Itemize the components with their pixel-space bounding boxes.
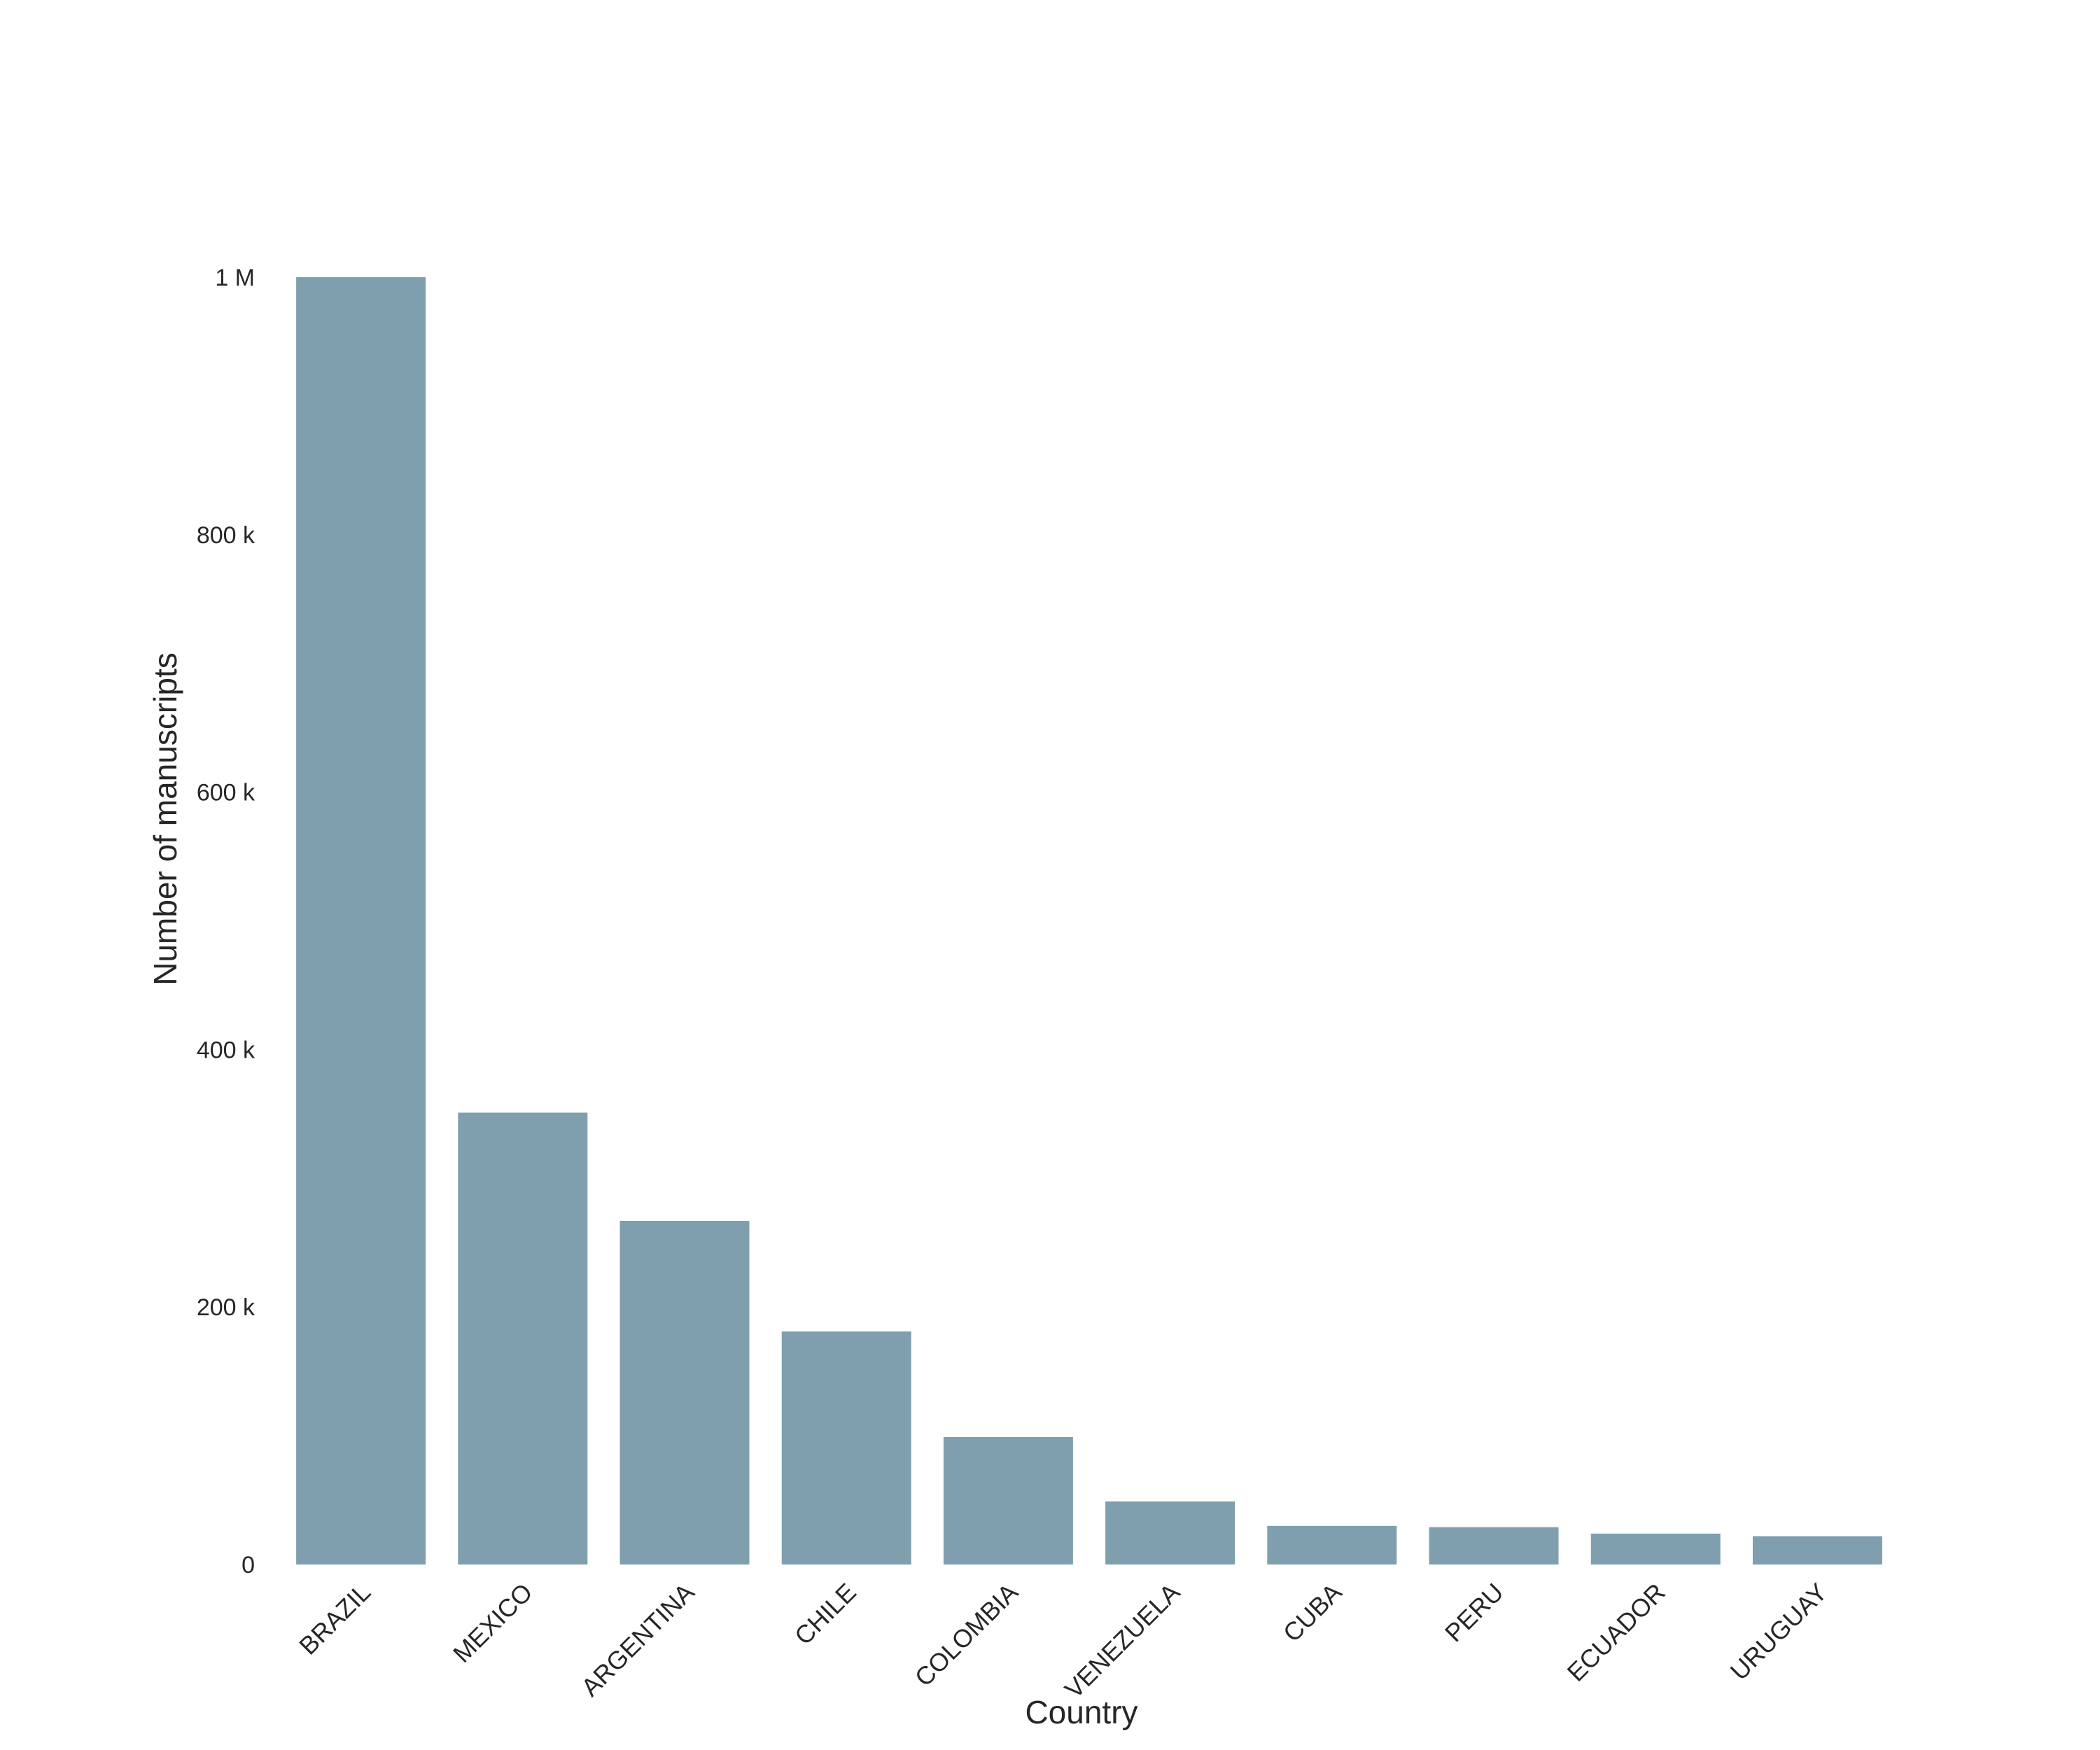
x-tick-label-brazil: BRAZIL [293,1578,376,1660]
x-tick-label-ecuador: ECUADOR [1562,1578,1671,1687]
bar-brazil [296,277,426,1564]
bar-chile [781,1331,911,1564]
x-tick-label-mexico: MEXICO [447,1578,538,1668]
y-tick-label: 600 k [197,780,255,806]
x-tick-label-chile: CHILE [789,1578,862,1651]
bar-cuba [1267,1525,1397,1564]
bar-venezuela [1105,1501,1236,1564]
x-tick-label-venezuela: VENEZUELA [1059,1578,1185,1704]
x-tick-label-argentina: ARGENTINA [575,1578,700,1702]
y-tick-label: 400 k [197,1037,255,1063]
x-axis-label: Country [1025,1694,1138,1730]
x-tick-label-cuba: CUBA [1278,1578,1348,1648]
x-tick-label-peru: PERU [1439,1578,1509,1648]
bars-group [296,277,1882,1564]
x-tick-label-uruguay: URUGUAY [1725,1578,1833,1686]
x-tick-label-colombia: COLOMBIA [909,1578,1023,1692]
x-axis-ticks: BRAZIL MEXICO ARGENTINA CHILE COLOMBIA VENEZU… [293,1578,1833,1704]
y-tick-label: 0 [241,1552,255,1578]
bar-mexico [458,1112,588,1564]
y-axis-ticks: 0 200 k 400 k 600 k 800 k 1 M [197,265,255,1578]
bar-colombia [943,1436,1073,1564]
y-tick-label: 800 k [197,522,255,549]
bar-uruguay [1752,1536,1882,1564]
y-tick-label: 1 M [215,265,255,291]
y-axis-label: Number of manuscripts [147,652,183,986]
bar-ecuador [1590,1533,1721,1564]
bar-argentina [620,1220,750,1564]
y-tick-label: 200 k [197,1294,255,1321]
bar-peru [1429,1527,1559,1564]
